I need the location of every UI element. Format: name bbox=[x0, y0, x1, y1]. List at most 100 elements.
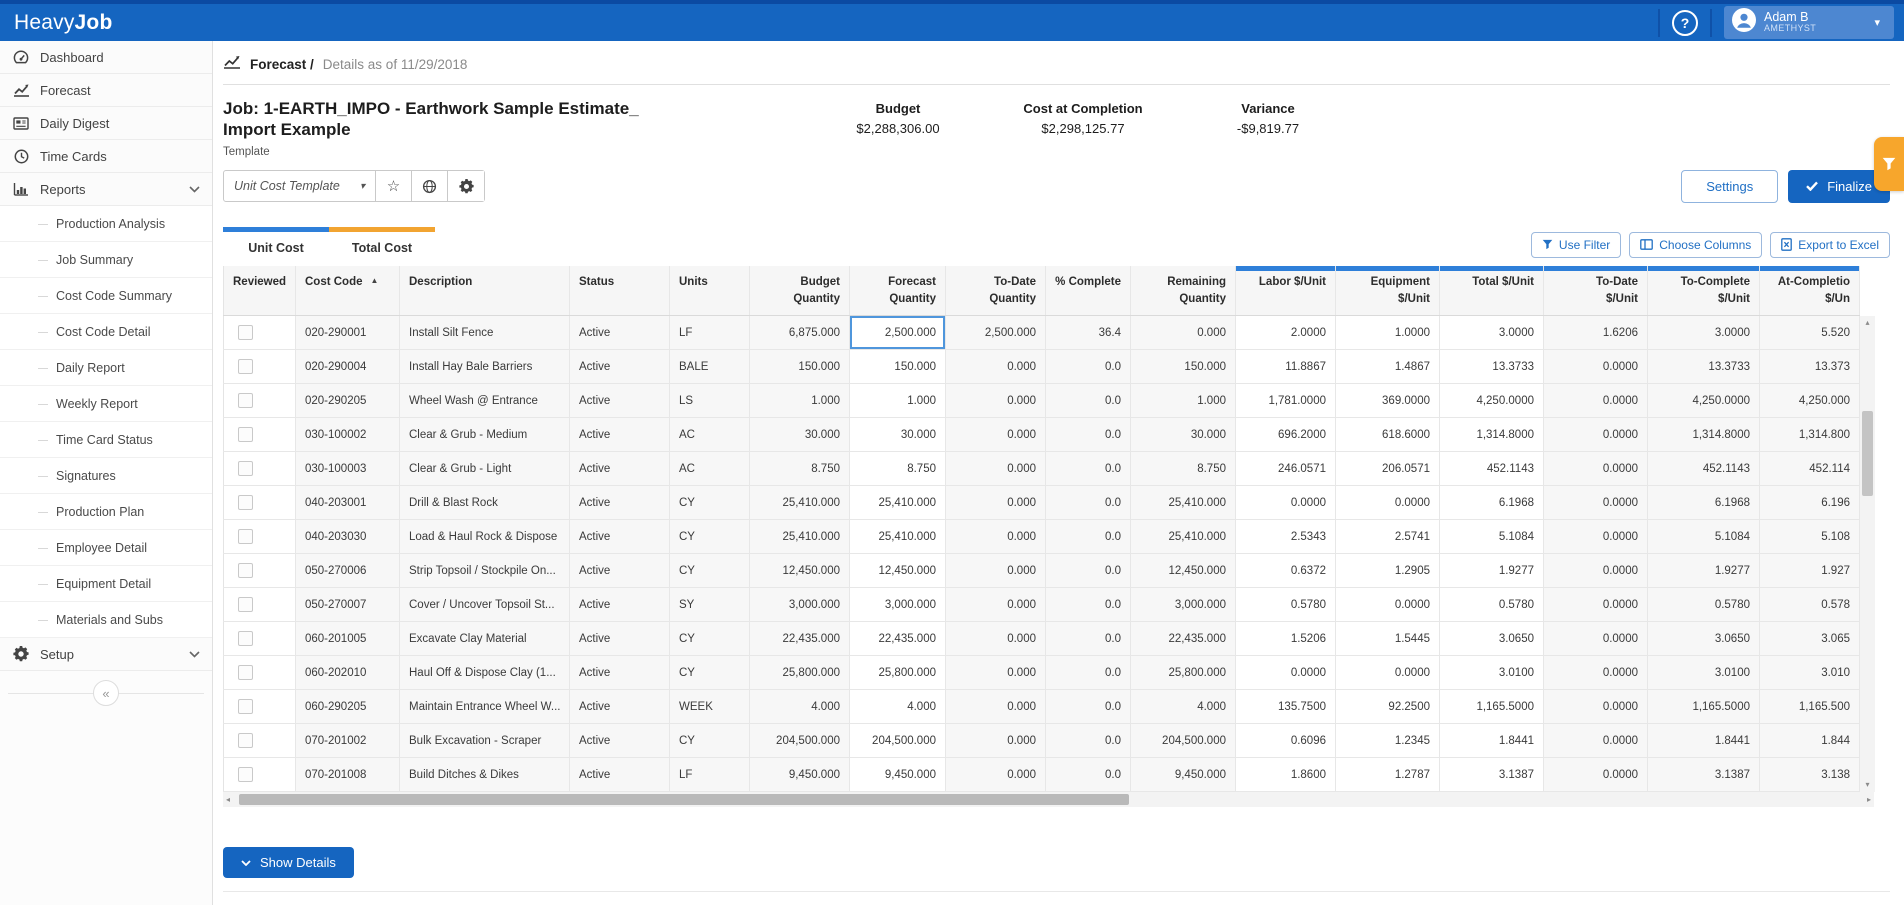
reviewed-checkbox[interactable] bbox=[238, 631, 253, 646]
cell-tocomplete_unit[interactable]: 1.9277 bbox=[1647, 553, 1760, 588]
cell-todate_qty[interactable]: 0.000 bbox=[945, 519, 1046, 554]
cell-todate_unit[interactable]: 0.0000 bbox=[1543, 655, 1648, 690]
cell-equipment_unit[interactable]: 0.0000 bbox=[1335, 655, 1440, 690]
cell-pct_complete[interactable]: 0.0 bbox=[1045, 655, 1131, 690]
cell-todate_qty[interactable]: 0.000 bbox=[945, 553, 1046, 588]
col-header-tocomplete_unit[interactable]: To-Complete $/Unit bbox=[1647, 265, 1760, 316]
cell-atcompletion_unit[interactable]: 452.114 bbox=[1759, 451, 1860, 486]
cell-budget_qty[interactable]: 12,450.000 bbox=[749, 553, 850, 588]
use-filter-button[interactable]: Use Filter bbox=[1530, 231, 1622, 258]
cell-remaining_qty[interactable]: 25,410.000 bbox=[1130, 485, 1236, 520]
cell-units[interactable]: CY bbox=[669, 621, 750, 656]
cell-labor_unit[interactable]: 246.0571 bbox=[1235, 451, 1336, 486]
cell-remaining_qty[interactable]: 8.750 bbox=[1130, 451, 1236, 486]
cell-todate_unit[interactable]: 0.0000 bbox=[1543, 349, 1648, 384]
cell-total_unit[interactable]: 1,165.5000 bbox=[1439, 689, 1544, 724]
scroll-down-icon[interactable]: ▾ bbox=[1865, 779, 1870, 789]
show-details-button[interactable]: Show Details bbox=[223, 847, 354, 878]
cell-forecast_qty[interactable]: 1.000 bbox=[849, 383, 946, 418]
cell-cost_code[interactable]: 050-270007 bbox=[295, 587, 400, 622]
sidebar-subitem-weekly-report[interactable]: Weekly Report bbox=[0, 386, 212, 422]
tab-unit-cost[interactable]: Unit Cost bbox=[223, 226, 329, 263]
cell-todate_qty[interactable]: 0.000 bbox=[945, 383, 1046, 418]
cell-cost_code[interactable]: 070-201008 bbox=[295, 757, 400, 792]
cell-cost_code[interactable]: 060-202010 bbox=[295, 655, 400, 690]
reviewed-checkbox[interactable] bbox=[238, 529, 253, 544]
cell-tocomplete_unit[interactable]: 1,165.5000 bbox=[1647, 689, 1760, 724]
cell-remaining_qty[interactable]: 1.000 bbox=[1130, 383, 1236, 418]
cell-todate_qty[interactable]: 2,500.000 bbox=[945, 315, 1046, 350]
col-header-description[interactable]: Description bbox=[399, 265, 570, 316]
cell-description[interactable]: Bulk Excavation - Scraper bbox=[399, 723, 570, 758]
cell-cost_code[interactable]: 020-290205 bbox=[295, 383, 400, 418]
col-header-forecast_qty[interactable]: Forecast Quantity bbox=[849, 265, 946, 316]
col-header-total_unit[interactable]: Total $/Unit bbox=[1439, 265, 1544, 316]
filter-panel-button[interactable] bbox=[1874, 137, 1904, 191]
reviewed-checkbox[interactable] bbox=[238, 597, 253, 612]
cell-total_unit[interactable]: 4,250.0000 bbox=[1439, 383, 1544, 418]
cell-remaining_qty[interactable]: 25,800.000 bbox=[1130, 655, 1236, 690]
cell-forecast_qty[interactable]: 22,435.000 bbox=[849, 621, 946, 656]
cell-status[interactable]: Active bbox=[569, 689, 670, 724]
reviewed-checkbox[interactable] bbox=[238, 461, 253, 476]
col-header-reviewed[interactable]: Reviewed bbox=[223, 265, 296, 316]
cell-equipment_unit[interactable]: 1.4867 bbox=[1335, 349, 1440, 384]
cell-todate_unit[interactable]: 0.0000 bbox=[1543, 689, 1648, 724]
cell-labor_unit[interactable]: 11.8867 bbox=[1235, 349, 1336, 384]
cell-units[interactable]: AC bbox=[669, 417, 750, 452]
cell-pct_complete[interactable]: 0.0 bbox=[1045, 689, 1131, 724]
cell-pct_complete[interactable]: 0.0 bbox=[1045, 587, 1131, 622]
cell-pct_complete[interactable]: 0.0 bbox=[1045, 553, 1131, 588]
cell-remaining_qty[interactable]: 22,435.000 bbox=[1130, 621, 1236, 656]
sidebar-subitem-cost-code-detail[interactable]: Cost Code Detail bbox=[0, 314, 212, 350]
cell-pct_complete[interactable]: 0.0 bbox=[1045, 349, 1131, 384]
cell-units[interactable]: AC bbox=[669, 451, 750, 486]
cell-pct_complete[interactable]: 0.0 bbox=[1045, 519, 1131, 554]
col-header-pct_complete[interactable]: % Complete bbox=[1045, 265, 1131, 316]
cell-cost_code[interactable]: 060-201005 bbox=[295, 621, 400, 656]
horizontal-scroll-thumb[interactable] bbox=[239, 794, 1129, 805]
col-header-cost_code[interactable]: Cost Code ▲ bbox=[295, 265, 400, 316]
cell-forecast_qty[interactable]: 2,500.000 bbox=[849, 315, 946, 350]
cell-tocomplete_unit[interactable]: 4,250.0000 bbox=[1647, 383, 1760, 418]
cell-units[interactable]: LF bbox=[669, 315, 750, 350]
cell-total_unit[interactable]: 1.8441 bbox=[1439, 723, 1544, 758]
cell-todate_unit[interactable]: 0.0000 bbox=[1543, 723, 1648, 758]
scroll-right-icon[interactable]: ▸ bbox=[1866, 795, 1871, 804]
cell-status[interactable]: Active bbox=[569, 587, 670, 622]
scroll-up-icon[interactable]: ▴ bbox=[1865, 317, 1870, 327]
cell-todate_unit[interactable]: 1.6206 bbox=[1543, 315, 1648, 350]
cell-atcompletion_unit[interactable]: 3.138 bbox=[1759, 757, 1860, 792]
cell-description[interactable]: Build Ditches & Dikes bbox=[399, 757, 570, 792]
cell-budget_qty[interactable]: 9,450.000 bbox=[749, 757, 850, 792]
cell-total_unit[interactable]: 13.3733 bbox=[1439, 349, 1544, 384]
cell-atcompletion_unit[interactable]: 0.578 bbox=[1759, 587, 1860, 622]
cell-equipment_unit[interactable]: 1.2345 bbox=[1335, 723, 1440, 758]
cell-forecast_qty[interactable]: 12,450.000 bbox=[849, 553, 946, 588]
cell-status[interactable]: Active bbox=[569, 383, 670, 418]
cell-forecast_qty[interactable]: 3,000.000 bbox=[849, 587, 946, 622]
cell-atcompletion_unit[interactable]: 1,165.500 bbox=[1759, 689, 1860, 724]
cell-atcompletion_unit[interactable]: 13.373 bbox=[1759, 349, 1860, 384]
cell-equipment_unit[interactable]: 1.2905 bbox=[1335, 553, 1440, 588]
cell-todate_unit[interactable]: 0.0000 bbox=[1543, 485, 1648, 520]
cell-status[interactable]: Active bbox=[569, 417, 670, 452]
cell-remaining_qty[interactable]: 9,450.000 bbox=[1130, 757, 1236, 792]
app-logo[interactable]: HeavyJob bbox=[14, 10, 113, 34]
reviewed-checkbox[interactable] bbox=[238, 427, 253, 442]
cell-remaining_qty[interactable]: 150.000 bbox=[1130, 349, 1236, 384]
cell-tocomplete_unit[interactable]: 6.1968 bbox=[1647, 485, 1760, 520]
reviewed-checkbox[interactable] bbox=[238, 563, 253, 578]
sidebar-subitem-job-summary[interactable]: Job Summary bbox=[0, 242, 212, 278]
sidebar-subitem-daily-report[interactable]: Daily Report bbox=[0, 350, 212, 386]
cell-todate_qty[interactable]: 0.000 bbox=[945, 349, 1046, 384]
col-header-atcompletion_unit[interactable]: At-Completio $/Un bbox=[1759, 265, 1860, 316]
cell-remaining_qty[interactable]: 0.000 bbox=[1130, 315, 1236, 350]
cell-cost_code[interactable]: 040-203001 bbox=[295, 485, 400, 520]
cell-equipment_unit[interactable]: 2.5741 bbox=[1335, 519, 1440, 554]
cell-forecast_qty[interactable]: 9,450.000 bbox=[849, 757, 946, 792]
cell-tocomplete_unit[interactable]: 5.1084 bbox=[1647, 519, 1760, 554]
cell-todate_qty[interactable]: 0.000 bbox=[945, 451, 1046, 486]
cell-todate_unit[interactable]: 0.0000 bbox=[1543, 519, 1648, 554]
cell-forecast_qty[interactable]: 4.000 bbox=[849, 689, 946, 724]
